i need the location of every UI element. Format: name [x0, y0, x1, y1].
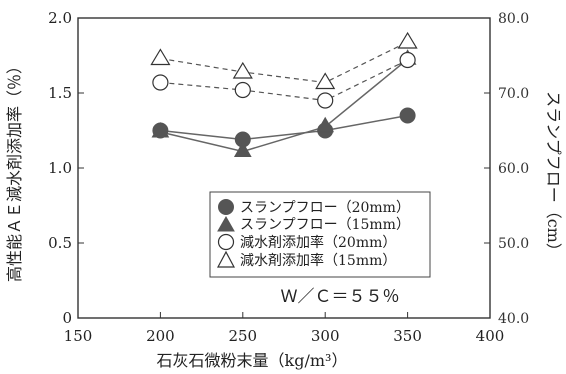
y-right-tick-label: 80.0	[498, 11, 529, 27]
legend-label-series-2: スランプフロー（15mm）	[240, 217, 410, 233]
y-right-tick-label: 60.0	[498, 161, 529, 177]
y-left-tick-label: 1.5	[48, 84, 72, 102]
series-3-point	[399, 51, 416, 69]
y-axis-right-label: スランプフロー（cm）	[544, 91, 563, 259]
y-left-tick-label: 1.0	[48, 159, 72, 177]
x-tick-label: 150	[64, 327, 93, 345]
series-3-point	[317, 92, 334, 109]
series-3-line	[160, 59, 408, 102]
x-tick-label: 350	[393, 327, 422, 345]
legend-label-series-1: スランプフロー（20mm）	[240, 200, 410, 216]
series-4-line	[160, 41, 408, 84]
series-1-line	[160, 114, 408, 141]
y-left-tick-label: 0	[62, 309, 72, 327]
series-1-point	[399, 107, 416, 124]
y-right-tick-label: 40.0	[498, 311, 529, 327]
ticks-layer: 150 200 250 300 350 400 0 0.5 1.0 1.5 2.0 40.0 50.0 6…	[48, 9, 529, 345]
series-layer	[150, 31, 418, 157]
legend-marker-open-triangle	[217, 250, 235, 268]
legend: スランプフロー（20mm） スランプフロー（15mm） 減水剤添加率（20mm）…	[209, 191, 431, 278]
x-tick-label: 250	[228, 327, 257, 345]
legend-label-series-4: 減水剤添加率（15mm）	[240, 252, 396, 269]
series-3-point	[234, 81, 251, 99]
legend-label-series-3: 減水剤添加率（20mm）	[240, 234, 396, 251]
series-4-point	[315, 72, 336, 90]
x-tick-label: 200	[146, 327, 175, 345]
x-axis-label: 石灰石微粉末量（kg/m³）	[157, 351, 348, 370]
legend-marker-filled-circle	[218, 199, 234, 215]
series-3-point	[152, 74, 169, 91]
y-right-tick-label: 70.0	[498, 86, 529, 102]
series-2-point	[151, 121, 170, 138]
series-2-point	[233, 141, 252, 157]
y-left-tick-label: 2.0	[48, 9, 72, 27]
series-4-point	[150, 48, 171, 66]
y-right-tick-label: 50.0	[498, 236, 529, 252]
x-tick-label: 400	[476, 327, 505, 345]
annotation-wc-ratio: Ｗ／Ｃ＝５５％	[281, 287, 400, 307]
series-4-point	[397, 31, 418, 49]
legend-marker-open-circle	[217, 233, 235, 251]
series-4-point	[232, 61, 253, 79]
legend-box	[209, 191, 431, 278]
y-left-tick-label: 0.5	[48, 234, 72, 252]
y-axis-left-label: 高性能ＡＥ減水剤添加率（％）	[5, 58, 24, 282]
series-2-line	[160, 58, 409, 153]
series-2-point	[316, 116, 335, 133]
x-tick-label: 300	[311, 327, 340, 345]
legend-marker-filled-triangle	[217, 215, 235, 232]
